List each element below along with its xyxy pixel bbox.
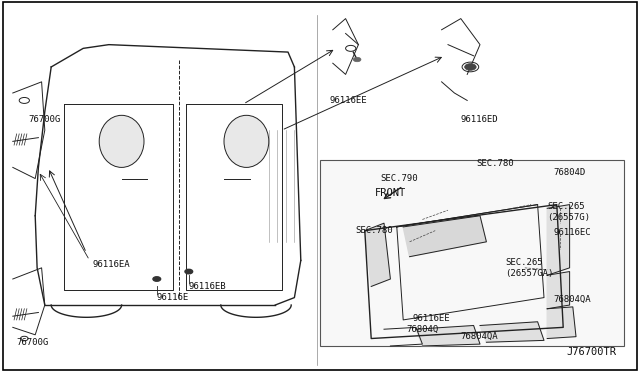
Ellipse shape [99,115,144,167]
Text: 96116EB: 96116EB [189,282,227,291]
Text: 96116EE: 96116EE [330,96,367,105]
Text: 96116EE: 96116EE [413,314,451,323]
Text: (26557G): (26557G) [547,213,590,222]
Circle shape [153,277,161,281]
Bar [320,160,624,346]
Polygon shape [547,272,570,309]
Text: 76700G: 76700G [16,338,48,347]
Polygon shape [365,223,390,286]
Text: 96116E: 96116E [157,293,189,302]
Circle shape [353,57,361,62]
Polygon shape [480,322,544,342]
Circle shape [465,64,476,70]
Polygon shape [547,307,576,339]
Polygon shape [547,205,570,275]
Text: FRONT: FRONT [374,189,406,198]
Text: 96116EA: 96116EA [93,260,131,269]
Text: SEC.265: SEC.265 [506,258,543,267]
Polygon shape [416,326,480,346]
Text: (26557GA): (26557GA) [506,269,554,278]
Polygon shape [403,216,486,257]
Text: SEC.780: SEC.780 [355,226,393,235]
Ellipse shape [224,115,269,167]
Text: 96116ED: 96116ED [461,115,499,124]
Text: SEC.790: SEC.790 [381,174,419,183]
Text: 76804QA: 76804QA [554,295,591,304]
Text: 76804Q: 76804Q [406,325,438,334]
Text: 76700G: 76700G [29,115,61,124]
Text: 76804D: 76804D [554,169,586,177]
Text: 76804QA: 76804QA [461,332,499,341]
Text: J76700TR: J76700TR [566,347,616,356]
Text: SEC.780: SEC.780 [477,159,515,168]
Text: SEC.265: SEC.265 [547,202,585,211]
Text: 96116EC: 96116EC [554,228,591,237]
Circle shape [185,269,193,274]
